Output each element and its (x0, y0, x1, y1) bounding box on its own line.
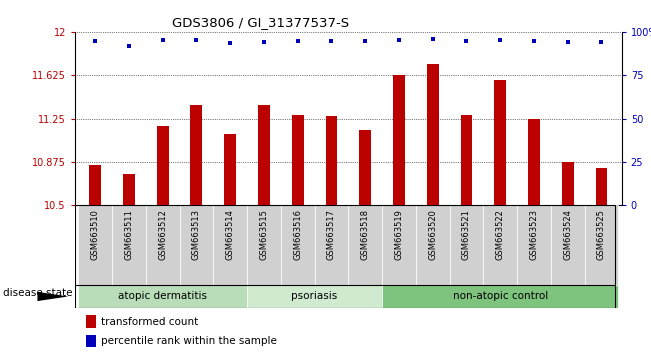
Point (461, 38, 471, 44)
Bar (112, 205, 146, 285)
Point (292, 38, 303, 44)
Bar (89, 165, 101, 205)
Bar (157, 126, 169, 205)
Text: GSM663523: GSM663523 (529, 209, 538, 260)
Bar (78, 205, 112, 285)
Point (90, 38, 100, 44)
Bar (86, 335, 96, 347)
Text: GSM663516: GSM663516 (293, 209, 302, 260)
Text: disease state: disease state (3, 288, 73, 298)
Bar (191, 105, 202, 205)
Text: GSM663512: GSM663512 (158, 209, 167, 260)
Bar (224, 133, 236, 205)
Text: GSM663510: GSM663510 (90, 209, 100, 260)
Bar (393, 75, 405, 205)
Text: atopic dermatitis: atopic dermatitis (118, 291, 207, 302)
Bar (258, 105, 270, 205)
Bar (585, 205, 618, 285)
Bar (483, 205, 517, 285)
Text: GSM663511: GSM663511 (124, 209, 133, 260)
Point (394, 37, 404, 43)
Bar (78, 285, 247, 308)
Text: GSM663519: GSM663519 (395, 209, 404, 260)
Bar (314, 205, 348, 285)
Text: GSM663518: GSM663518 (361, 209, 370, 260)
Bar (596, 168, 607, 205)
Text: transformed count: transformed count (101, 316, 199, 327)
Point (360, 38, 370, 44)
Bar (348, 205, 382, 285)
Text: GSM663514: GSM663514 (226, 209, 234, 260)
Text: GSM663522: GSM663522 (495, 209, 505, 260)
Bar (247, 205, 281, 285)
Bar (427, 64, 439, 205)
Point (428, 36, 438, 42)
Text: GSM663520: GSM663520 (428, 209, 437, 260)
Text: non-atopic control: non-atopic control (452, 291, 547, 302)
Bar (326, 116, 337, 205)
Text: GSM663515: GSM663515 (259, 209, 268, 260)
Text: percentile rank within the sample: percentile rank within the sample (101, 336, 277, 346)
Bar (146, 205, 180, 285)
Text: GSM663513: GSM663513 (192, 209, 201, 260)
Text: GDS3806 / GI_31377537-S: GDS3806 / GI_31377537-S (172, 16, 349, 29)
Point (225, 41, 236, 46)
Text: GSM663521: GSM663521 (462, 209, 471, 260)
Bar (382, 285, 618, 308)
Point (495, 37, 505, 43)
Bar (292, 115, 303, 205)
Bar (359, 130, 371, 205)
Bar (562, 162, 574, 205)
Text: GSM663517: GSM663517 (327, 209, 336, 260)
Point (258, 39, 269, 45)
Point (562, 39, 573, 45)
Point (191, 37, 202, 43)
Bar (123, 174, 135, 205)
Bar (382, 205, 416, 285)
Bar (450, 205, 483, 285)
Bar (86, 315, 96, 328)
Bar (180, 205, 214, 285)
Bar (528, 119, 540, 205)
Bar (460, 115, 473, 205)
Bar (214, 205, 247, 285)
Point (596, 39, 607, 45)
Text: GSM663525: GSM663525 (597, 209, 606, 260)
Bar (517, 205, 551, 285)
Point (326, 38, 337, 44)
Point (158, 37, 168, 43)
Bar (281, 205, 314, 285)
Point (529, 38, 539, 44)
Point (124, 43, 134, 48)
Text: psoriasis: psoriasis (292, 291, 338, 302)
Bar (494, 80, 506, 205)
Bar (551, 205, 585, 285)
Bar (416, 205, 450, 285)
Polygon shape (38, 292, 68, 301)
Text: GSM663524: GSM663524 (563, 209, 572, 260)
Bar (247, 285, 382, 308)
